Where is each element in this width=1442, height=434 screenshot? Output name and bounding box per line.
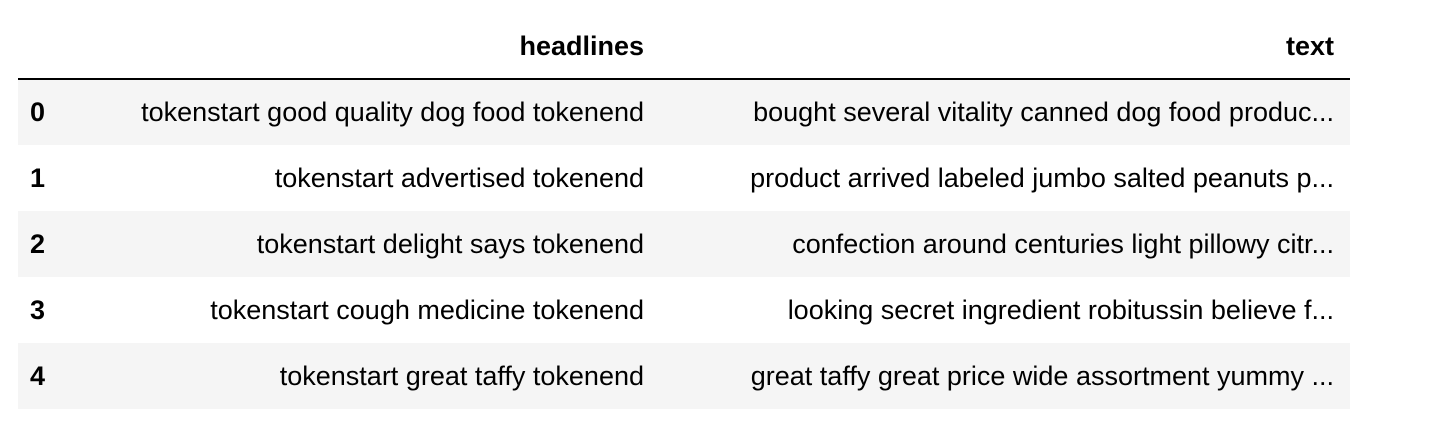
column-header-text: text	[660, 14, 1350, 80]
cell-headlines: tokenstart advertised tokenend	[274, 162, 644, 193]
dataframe-table: headlines text 0 tokenstart good quality…	[18, 14, 1350, 409]
row-index: 2	[30, 228, 46, 259]
table-body: 0 tokenstart good quality dog food token…	[18, 79, 1350, 409]
table-row: 3 tokenstart cough medicine tokenend loo…	[18, 277, 1350, 343]
cell-headlines: tokenstart good quality dog food tokenen…	[141, 97, 644, 127]
row-index: 1	[30, 162, 46, 193]
row-index: 0	[30, 97, 46, 127]
cell-headlines: tokenstart cough medicine tokenend	[210, 294, 644, 325]
table-header: headlines text	[18, 14, 1350, 80]
header-row: headlines text	[18, 14, 1350, 80]
cell-text: great taffy great price wide assortment …	[750, 360, 1334, 391]
cell-text: product arrived labeled jumbo salted pea…	[750, 162, 1334, 193]
row-index: 3	[30, 294, 46, 325]
cell-headlines: tokenstart great taffy tokenend	[279, 360, 644, 391]
table-row: 2 tokenstart delight says tokenend confe…	[18, 211, 1350, 277]
index-header	[18, 14, 80, 80]
table-row: 4 tokenstart great taffy tokenend great …	[18, 343, 1350, 409]
table-row: 1 tokenstart advertised tokenend product…	[18, 145, 1350, 211]
table-row: 0 tokenstart good quality dog food token…	[18, 79, 1350, 145]
cell-text: looking secret ingredient robitussin bel…	[787, 294, 1334, 325]
cell-headlines: tokenstart delight says tokenend	[256, 228, 644, 259]
dataframe-output: headlines text 0 tokenstart good quality…	[18, 14, 1350, 409]
cell-text: confection around centuries light pillow…	[792, 228, 1334, 259]
column-header-headlines: headlines	[80, 14, 660, 80]
cell-text: bought several vitality canned dog food …	[753, 97, 1334, 127]
row-index: 4	[30, 360, 46, 391]
